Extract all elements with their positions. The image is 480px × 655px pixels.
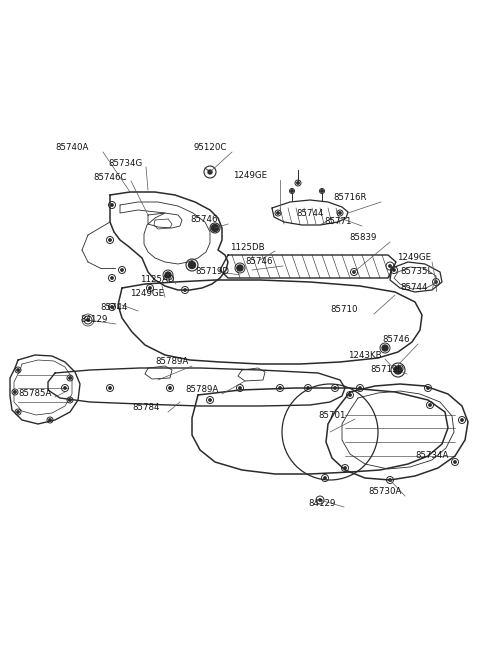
Text: 85744: 85744 [296, 208, 324, 217]
Circle shape [169, 387, 171, 389]
Text: 85734A: 85734A [415, 451, 448, 460]
Circle shape [307, 387, 309, 389]
Circle shape [109, 387, 111, 389]
Circle shape [291, 190, 293, 192]
Circle shape [208, 170, 212, 174]
Circle shape [393, 269, 395, 271]
Circle shape [435, 281, 437, 283]
Circle shape [394, 366, 402, 374]
Circle shape [324, 477, 326, 479]
Circle shape [64, 387, 66, 389]
Circle shape [349, 394, 351, 396]
Text: 1249GE: 1249GE [233, 172, 267, 181]
Circle shape [149, 287, 151, 290]
Circle shape [389, 479, 391, 481]
Circle shape [209, 399, 211, 402]
Text: 85719D: 85719D [370, 365, 404, 375]
Text: 1125AD: 1125AD [140, 276, 175, 284]
Circle shape [212, 225, 218, 231]
Text: 85746: 85746 [190, 215, 217, 225]
Circle shape [321, 190, 323, 192]
Text: 85744: 85744 [100, 303, 128, 312]
Circle shape [427, 387, 429, 389]
Text: 85735L: 85735L [400, 267, 432, 276]
Text: 85839: 85839 [349, 233, 376, 242]
Circle shape [17, 369, 19, 371]
Text: 85785A: 85785A [18, 388, 51, 398]
Circle shape [165, 272, 171, 278]
Text: 85771: 85771 [324, 217, 351, 227]
Circle shape [184, 289, 186, 291]
Circle shape [277, 212, 279, 214]
Circle shape [461, 419, 463, 421]
Text: 85746: 85746 [382, 335, 409, 345]
Circle shape [382, 345, 388, 351]
Text: 1125DB: 1125DB [230, 242, 264, 252]
Text: 85719D: 85719D [195, 267, 229, 276]
Text: 85789A: 85789A [185, 386, 218, 394]
Text: 85744: 85744 [400, 282, 428, 291]
Text: 85701: 85701 [318, 411, 346, 419]
Text: 85746: 85746 [245, 257, 273, 267]
Circle shape [353, 271, 355, 273]
Circle shape [339, 212, 341, 214]
Circle shape [14, 391, 16, 393]
Circle shape [389, 265, 391, 267]
Text: 84129: 84129 [308, 498, 336, 508]
Circle shape [454, 461, 456, 463]
Circle shape [111, 277, 113, 279]
Text: 1249GE: 1249GE [130, 288, 164, 297]
Circle shape [429, 403, 431, 406]
Circle shape [111, 306, 113, 309]
Circle shape [111, 204, 113, 206]
Text: 85784: 85784 [132, 403, 159, 413]
Circle shape [49, 419, 51, 421]
Text: 95120C: 95120C [193, 143, 227, 153]
Circle shape [69, 377, 71, 379]
Circle shape [17, 411, 19, 413]
Circle shape [239, 387, 241, 389]
Circle shape [87, 319, 89, 321]
Text: 85789A: 85789A [155, 358, 188, 367]
Text: 85710: 85710 [330, 305, 358, 314]
Circle shape [334, 387, 336, 389]
Text: 85740A: 85740A [55, 143, 88, 153]
Text: 84129: 84129 [80, 316, 108, 324]
Circle shape [279, 387, 281, 389]
Text: 85734G: 85734G [108, 159, 142, 168]
Text: 1243KB: 1243KB [348, 350, 382, 360]
Text: 85716R: 85716R [333, 193, 367, 202]
Circle shape [109, 239, 111, 241]
Circle shape [69, 399, 71, 402]
Circle shape [344, 467, 346, 469]
Circle shape [319, 499, 321, 501]
Text: 85730A: 85730A [368, 487, 401, 496]
Circle shape [189, 261, 195, 269]
Circle shape [359, 387, 361, 389]
Circle shape [237, 265, 243, 271]
Circle shape [121, 269, 123, 271]
Circle shape [297, 182, 299, 184]
Text: 85746C: 85746C [93, 172, 127, 181]
Text: 1249GE: 1249GE [397, 253, 431, 263]
